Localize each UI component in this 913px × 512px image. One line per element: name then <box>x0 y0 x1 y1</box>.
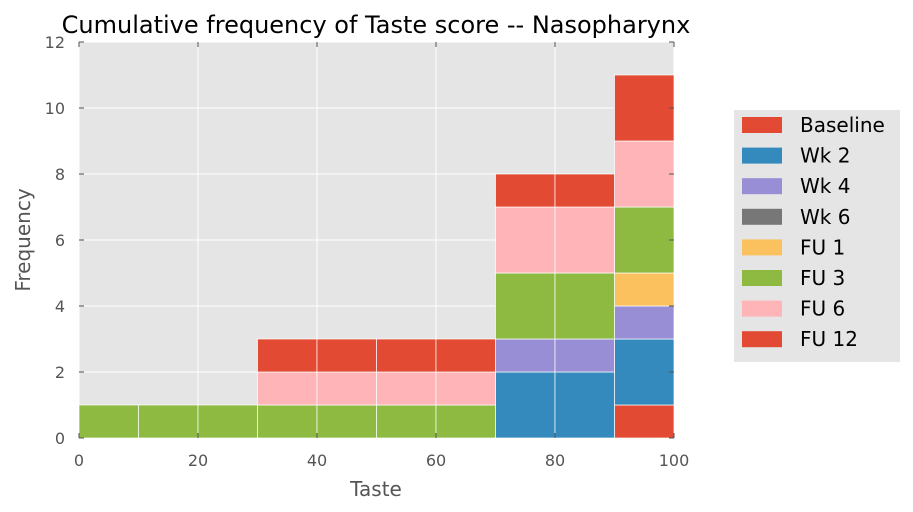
bar-fu-12 <box>316 338 377 373</box>
bar-fu-12 <box>257 338 318 373</box>
bar-wk-2 <box>554 371 615 439</box>
y-tick-labels: 0 2 4 6 8 10 12 <box>45 33 65 448</box>
x-tick-label: 100 <box>659 451 690 470</box>
legend-swatch-wk-6 <box>742 208 782 225</box>
bar-fu-12 <box>376 338 437 373</box>
y-tick-label: 10 <box>45 99 65 118</box>
bar-baseline <box>614 404 675 439</box>
bars <box>78 74 675 439</box>
x-tick-label: 0 <box>74 451 84 470</box>
legend-label-wk-2: Wk 2 <box>800 144 850 168</box>
bar-fu-3 <box>495 272 556 340</box>
bar-wk-4 <box>554 338 615 373</box>
bar-fu-6 <box>435 371 496 406</box>
bar-wk-2 <box>614 338 675 406</box>
bar-wk-4 <box>614 305 675 340</box>
bar-fu-3 <box>435 404 496 439</box>
legend-label-wk-4: Wk 4 <box>800 174 850 198</box>
y-tick-label: 2 <box>55 363 65 382</box>
legend-swatch-fu-6 <box>742 300 782 317</box>
y-tick-label: 4 <box>55 297 65 316</box>
bar-fu-3 <box>554 272 615 340</box>
legend-label-fu-1: FU 1 <box>800 235 845 259</box>
x-tick-label: 40 <box>307 451 327 470</box>
legend-label-fu-6: FU 6 <box>800 297 845 321</box>
bar-fu-3 <box>78 404 139 439</box>
x-axis-label: Taste <box>349 477 402 501</box>
legend-swatch-baseline <box>742 117 782 133</box>
y-tick-label: 0 <box>55 429 65 448</box>
x-tick-label: 20 <box>188 451 208 470</box>
y-axis-label: Frequency <box>11 188 35 291</box>
bar-fu-3 <box>316 404 377 439</box>
bar-fu-1 <box>614 272 675 307</box>
bar-fu-12 <box>614 74 675 142</box>
x-tick-label: 80 <box>545 451 565 470</box>
y-tick-label: 12 <box>45 33 65 52</box>
bar-fu-12 <box>495 173 556 208</box>
legend-swatch-fu-12 <box>742 331 782 348</box>
legend-swatch-fu-3 <box>742 270 782 286</box>
bar-fu-3 <box>614 206 675 274</box>
legend-label-fu-3: FU 3 <box>800 266 845 290</box>
bar-fu-3 <box>197 404 258 439</box>
bar-fu-12 <box>435 338 496 373</box>
y-tick-label: 6 <box>55 231 65 250</box>
legend-label-fu-12: FU 12 <box>800 327 858 351</box>
bar-fu-3 <box>376 404 437 439</box>
chart-title: Cumulative frequency of Taste score -- N… <box>62 11 691 39</box>
bar-fu-6 <box>495 206 556 274</box>
legend: Baseline Wk 2 Wk 4 Wk 6 FU 1 FU 3 FU 6 FU 12 <box>734 110 900 362</box>
legend-label-wk-6: Wk 6 <box>800 205 850 229</box>
y-tick-label: 8 <box>55 165 65 184</box>
legend-swatch-fu-1 <box>742 239 782 256</box>
x-tick-labels: 0 20 40 60 80 100 <box>74 451 689 470</box>
legend-swatch-wk-4 <box>742 178 782 195</box>
bar-fu-3 <box>257 404 318 439</box>
bar-wk-4 <box>495 338 556 373</box>
bar-fu-6 <box>554 206 615 274</box>
axis-ticks <box>78 41 675 439</box>
bar-fu-3 <box>138 404 199 439</box>
bar-fu-6 <box>257 371 318 406</box>
bar-wk-2 <box>495 371 556 439</box>
x-tick-label: 60 <box>426 451 446 470</box>
legend-label-baseline: Baseline <box>800 113 885 137</box>
legend-swatch-wk-2 <box>742 147 782 164</box>
bar-fu-6 <box>376 371 437 406</box>
bar-fu-6 <box>614 140 675 208</box>
bar-fu-12 <box>554 173 615 208</box>
bar-fu-6 <box>316 371 377 406</box>
